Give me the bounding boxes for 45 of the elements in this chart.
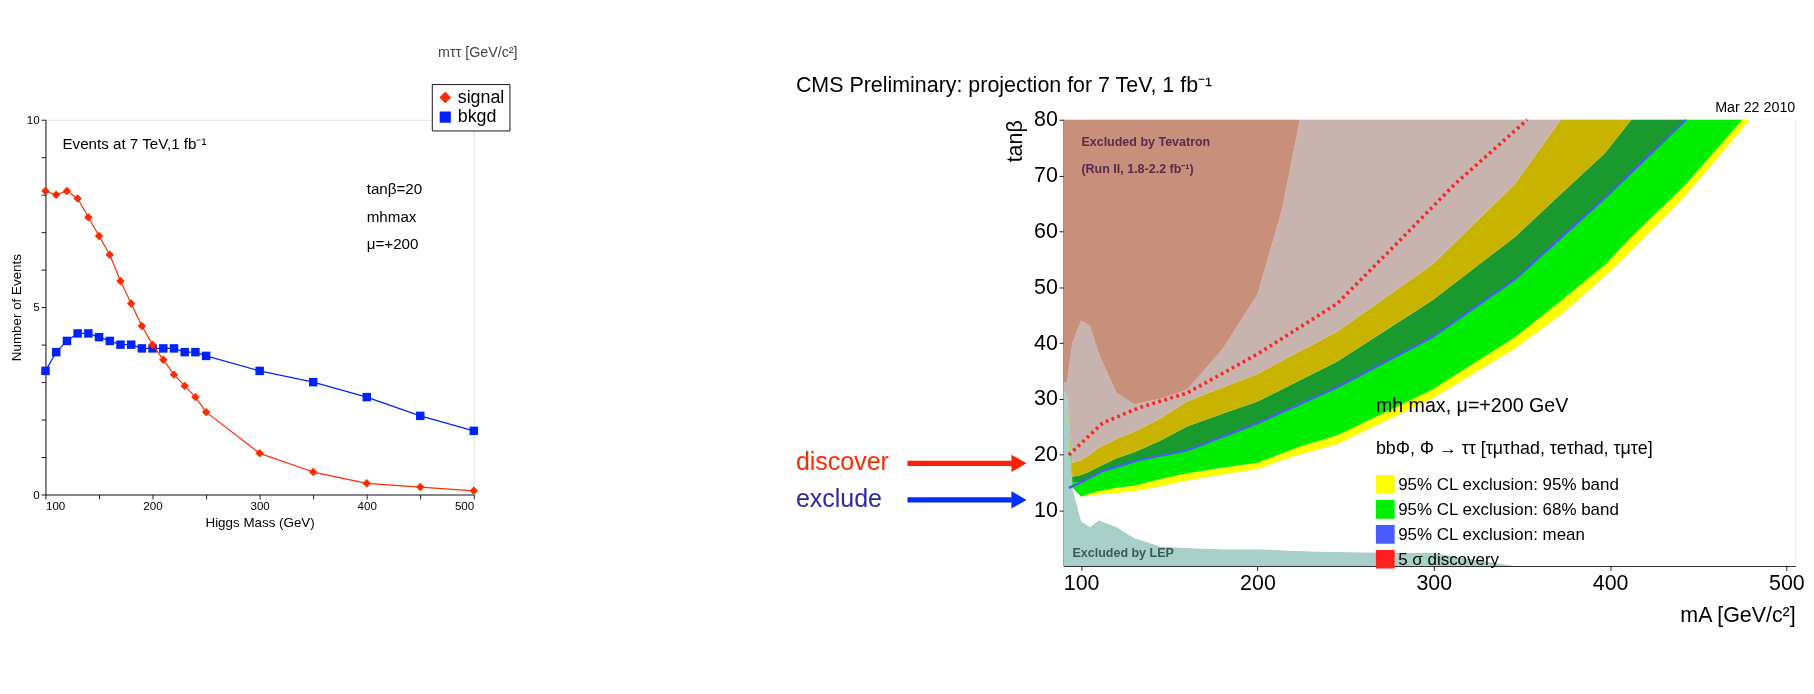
y-axis-title: tanβ xyxy=(1003,120,1028,163)
y-tick-label: 0 xyxy=(33,488,40,501)
y-tick-label: 80 xyxy=(1033,107,1058,132)
y-tick-label: 10 xyxy=(26,113,40,126)
legend-label: bkgd xyxy=(457,106,497,127)
x-tick-label: 400 xyxy=(1592,570,1629,595)
legend-label: 95% CL exclusion: mean xyxy=(1398,524,1585,544)
annotation: (Run II, 1.8-2.2 fb⁻¹) xyxy=(1081,162,1194,177)
text: Mar 22 2010 xyxy=(1715,98,1796,115)
legend-label: 5 σ discovery xyxy=(1398,549,1500,569)
y-tick-label: 50 xyxy=(1033,274,1058,299)
text: mττ [GeV/c²] xyxy=(438,44,518,61)
annotation: mhmax xyxy=(366,207,417,225)
y-tick-label: 70 xyxy=(1033,163,1058,188)
legend-label: 95% CL exclusion: 68% band xyxy=(1398,499,1619,519)
annotation: Excluded by LEP xyxy=(1072,546,1174,561)
y-tick-label: 5 xyxy=(33,301,40,314)
legend-label: signal xyxy=(457,86,505,107)
x-tick-label: 100 xyxy=(1063,570,1100,595)
y-tick-label: 20 xyxy=(1033,442,1058,467)
annotation: tanβ=20 xyxy=(366,179,423,197)
chart-title: CMS Preliminary: projection for 7 TeV, 1 fb⁻¹ xyxy=(795,73,1213,98)
x-tick-label: 200 xyxy=(1240,570,1276,595)
text: discover xyxy=(795,447,889,476)
x-tick-label: 500 xyxy=(1769,570,1805,595)
y-tick-label: 40 xyxy=(1033,330,1058,355)
annotation: bbΦ, Φ → ττ [τμτhad, τeτhad, τμτe] xyxy=(1375,437,1653,458)
x-axis-title: Higgs Mass (GeV) xyxy=(205,515,315,531)
x-tick-label: 100 xyxy=(45,500,66,513)
annotation: μ=+200 xyxy=(366,235,419,253)
legend-label: 95% CL exclusion: 95% band xyxy=(1398,474,1619,494)
x-tick-label: 400 xyxy=(357,500,377,513)
x-tick-label: 300 xyxy=(250,500,270,513)
annotation: Events at 7 TeV,1 fb⁻¹ xyxy=(62,135,207,153)
y-tick-label: 30 xyxy=(1033,386,1058,411)
x-tick-label: 200 xyxy=(143,500,163,513)
x-tick-label: 300 xyxy=(1416,570,1453,595)
x-axis-title: mA [GeV/c²] xyxy=(1680,602,1796,627)
text: exclude xyxy=(795,484,882,513)
y-tick-label: 10 xyxy=(1033,497,1058,522)
annotation: mh max, μ=+200 GeV xyxy=(1375,393,1569,416)
x-tick-label: 500 xyxy=(454,500,475,513)
y-tick-label: 60 xyxy=(1033,219,1058,244)
y-axis-title: Number of Events xyxy=(8,253,24,362)
annotation: Excluded by Tevatron xyxy=(1081,134,1211,149)
